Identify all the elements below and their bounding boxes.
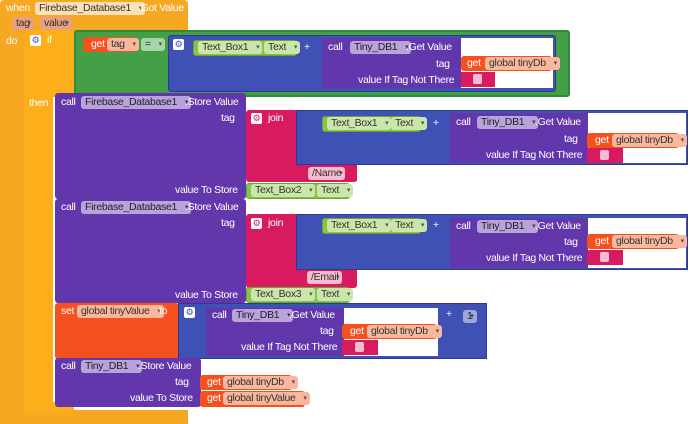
property-dropdown[interactable]: Text: [317, 184, 354, 197]
mutator-gear-icon[interactable]: ⚙: [251, 218, 262, 229]
component-dropdown[interactable]: Tiny_DB1: [81, 360, 143, 373]
call-label: call: [61, 201, 76, 213]
plus-label: +: [433, 117, 439, 129]
string-value[interactable]: /Email: [307, 271, 343, 284]
tag-label: tag: [221, 112, 235, 124]
tag-label: tag: [436, 58, 450, 70]
when-label: when: [6, 2, 30, 14]
do-label: do: [6, 35, 18, 47]
component-dropdown[interactable]: Text_Box1: [327, 117, 392, 130]
component-dropdown[interactable]: Firebase_Database1: [35, 2, 146, 15]
event-name: .Got Value: [138, 2, 184, 14]
var-dropdown[interactable]: tag: [107, 38, 139, 51]
tag-label: tag: [564, 236, 578, 248]
firebase-store-block-2[interactable]: [55, 199, 246, 303]
var-dropdown[interactable]: global tinyDb: [612, 134, 687, 147]
number-block[interactable]: 1: [463, 310, 477, 323]
var-dropdown[interactable]: global tinyDb: [612, 235, 687, 248]
get-label: get: [91, 38, 105, 50]
get-label: get: [595, 134, 609, 146]
var-dropdown[interactable]: global tinyValue: [223, 392, 310, 405]
param-value[interactable]: value: [40, 17, 72, 30]
default-label: value If Tag Not There: [486, 252, 583, 264]
default-label: value If Tag Not There: [358, 74, 455, 86]
plus-label: +: [433, 219, 439, 231]
method-label: .Get Value: [535, 220, 581, 232]
component-dropdown[interactable]: Firebase_Database1: [81, 96, 192, 109]
component-dropdown[interactable]: Tiny_DB1: [350, 41, 412, 54]
get-label: get: [207, 376, 221, 388]
tag-label: tag: [320, 325, 334, 337]
if-label: if: [47, 34, 52, 46]
empty-string-block[interactable]: [587, 250, 623, 265]
plus-label: +: [446, 308, 452, 320]
firebase-store-block-1[interactable]: [55, 93, 246, 199]
operator-dropdown[interactable]: =: [141, 38, 165, 51]
call-label: call: [61, 360, 76, 372]
to-label: to: [159, 305, 168, 317]
component-dropdown[interactable]: Tiny_DB1: [232, 309, 294, 322]
event-block-bottom: [0, 410, 188, 424]
property-dropdown[interactable]: Text: [391, 117, 428, 130]
tag-label: tag: [564, 133, 578, 145]
string-value[interactable]: /Name: [308, 167, 346, 180]
var-dropdown[interactable]: global tinyDb: [367, 325, 442, 338]
then-label: then: [29, 97, 49, 109]
tag-label: tag: [221, 217, 235, 229]
property-dropdown[interactable]: Text: [391, 219, 428, 232]
empty-string-block[interactable]: [461, 72, 495, 87]
set-label: set: [61, 305, 75, 317]
plus-label: +: [304, 41, 310, 53]
method-label: .Get Value: [406, 41, 452, 53]
join-label: join: [268, 217, 284, 229]
component-dropdown[interactable]: Text_Box1: [327, 219, 392, 232]
call-label: call: [456, 116, 471, 128]
tag-label: tag: [175, 376, 189, 388]
value-label: value To Store: [175, 184, 238, 196]
param-tag[interactable]: tag: [12, 17, 34, 30]
component-dropdown[interactable]: Tiny_DB1: [477, 116, 539, 129]
value-label: value To Store: [175, 289, 238, 301]
var-dropdown[interactable]: global tinyValue: [77, 305, 164, 318]
call-label: call: [456, 220, 471, 232]
property-dropdown[interactable]: Text: [264, 41, 301, 54]
empty-string-block[interactable]: [342, 340, 378, 355]
method-label: .Store Value: [138, 360, 192, 372]
component-dropdown[interactable]: Tiny_DB1: [477, 220, 539, 233]
value-label: value To Store: [130, 392, 193, 404]
method-label: .Get Value: [289, 309, 335, 321]
method-label: .Store Value: [185, 201, 239, 213]
method-label: .Get Value: [535, 116, 581, 128]
var-dropdown[interactable]: global tinyDb: [485, 57, 560, 70]
join-label: join: [268, 112, 284, 124]
method-label: .Store Value: [185, 96, 239, 108]
get-label: get: [207, 392, 221, 404]
default-label: value If Tag Not There: [486, 149, 583, 161]
call-label: call: [328, 41, 343, 53]
mutator-gear-icon[interactable]: ⚙: [184, 307, 195, 318]
get-label: get: [350, 325, 364, 337]
empty-string-block[interactable]: [587, 148, 623, 163]
get-label: get: [595, 235, 609, 247]
component-dropdown[interactable]: Text_Box3: [251, 288, 316, 301]
component-dropdown[interactable]: Firebase_Database1: [81, 201, 192, 214]
get-label: get: [467, 57, 481, 69]
mutator-gear-icon[interactable]: ⚙: [251, 113, 262, 124]
mutator-gear-icon[interactable]: ⚙: [173, 39, 184, 50]
event-block-do-column: [0, 44, 24, 424]
component-dropdown[interactable]: Text_Box2: [251, 184, 316, 197]
call-label: call: [61, 96, 76, 108]
mutator-gear-icon[interactable]: ⚙: [30, 35, 41, 46]
property-dropdown[interactable]: Text: [317, 288, 354, 301]
default-label: value If Tag Not There: [241, 341, 338, 353]
call-label: call: [212, 309, 227, 321]
var-dropdown[interactable]: global tinyDb: [223, 376, 298, 389]
component-dropdown[interactable]: Text_Box1: [198, 41, 263, 54]
